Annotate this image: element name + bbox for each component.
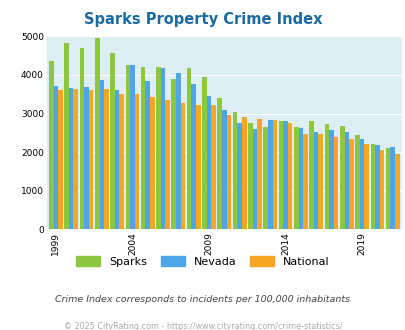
Bar: [79, 48, 84, 229]
Bar: [328, 130, 333, 229]
Bar: [186, 68, 191, 229]
Bar: [115, 90, 119, 229]
Bar: [287, 123, 292, 229]
Bar: [222, 110, 226, 229]
Bar: [64, 43, 69, 229]
Bar: [298, 128, 303, 229]
Bar: [176, 73, 180, 229]
Bar: [309, 121, 313, 229]
Bar: [252, 129, 257, 229]
Bar: [196, 105, 200, 229]
Bar: [385, 148, 390, 229]
Bar: [359, 139, 364, 229]
Text: Crime Index corresponds to incidents per 100,000 inhabitants: Crime Index corresponds to incidents per…: [55, 295, 350, 304]
Bar: [119, 94, 124, 229]
Bar: [374, 145, 379, 229]
Bar: [283, 121, 287, 229]
Bar: [99, 80, 104, 229]
Bar: [53, 86, 58, 229]
Bar: [339, 126, 344, 229]
Bar: [354, 135, 359, 229]
Bar: [303, 134, 307, 229]
Bar: [150, 97, 154, 229]
Bar: [247, 123, 252, 229]
Bar: [333, 137, 337, 229]
Bar: [226, 115, 230, 229]
Bar: [394, 154, 399, 229]
Bar: [232, 112, 237, 229]
Bar: [58, 90, 63, 229]
Bar: [278, 121, 283, 229]
Bar: [241, 117, 246, 229]
Bar: [141, 67, 145, 229]
Bar: [160, 68, 165, 229]
Bar: [145, 81, 150, 229]
Bar: [313, 132, 318, 229]
Bar: [180, 103, 185, 229]
Bar: [125, 65, 130, 229]
Bar: [293, 127, 298, 229]
Bar: [73, 89, 78, 229]
Bar: [364, 144, 368, 229]
Bar: [191, 84, 196, 229]
Bar: [202, 77, 206, 229]
Bar: [272, 120, 277, 229]
Bar: [49, 61, 53, 229]
Bar: [211, 105, 215, 229]
Bar: [344, 132, 348, 229]
Bar: [318, 134, 322, 229]
Bar: [206, 96, 211, 229]
Bar: [257, 119, 261, 229]
Bar: [156, 67, 160, 229]
Bar: [379, 150, 384, 229]
Bar: [89, 90, 93, 229]
Bar: [348, 139, 353, 229]
Bar: [130, 65, 134, 229]
Bar: [165, 100, 170, 229]
Bar: [267, 120, 272, 229]
Bar: [104, 89, 109, 229]
Bar: [390, 147, 394, 229]
Text: Sparks Property Crime Index: Sparks Property Crime Index: [83, 12, 322, 26]
Bar: [370, 144, 374, 229]
Bar: [110, 52, 115, 229]
Bar: [134, 94, 139, 229]
Bar: [217, 98, 222, 229]
Bar: [263, 127, 267, 229]
Legend: Sparks, Nevada, National: Sparks, Nevada, National: [76, 255, 329, 267]
Bar: [171, 79, 176, 229]
Bar: [237, 123, 241, 229]
Bar: [95, 38, 99, 229]
Text: © 2025 CityRating.com - https://www.cityrating.com/crime-statistics/: © 2025 CityRating.com - https://www.city…: [64, 322, 341, 330]
Bar: [84, 87, 89, 229]
Bar: [69, 88, 73, 229]
Bar: [324, 124, 328, 229]
